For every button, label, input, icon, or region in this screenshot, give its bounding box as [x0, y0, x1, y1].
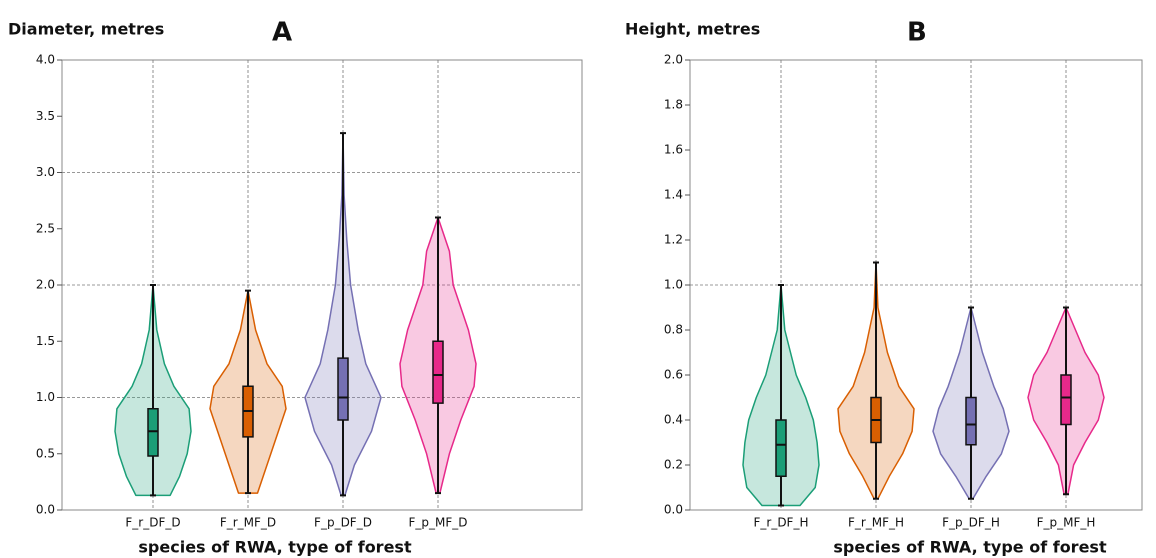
- y-tick-label: 0.4: [664, 413, 683, 427]
- box: [775, 419, 787, 477]
- x-tick-label: F_p_MF_D: [408, 516, 467, 530]
- box: [147, 408, 159, 457]
- box: [965, 396, 977, 446]
- x-tick-label: F_r_MF_H: [848, 516, 904, 530]
- y-tick-label: 1.0: [36, 390, 55, 404]
- y-tick-label: 1.0: [664, 278, 683, 292]
- y-tick-label: 0.8: [664, 323, 683, 337]
- y-tick-label: 1.4: [664, 188, 683, 202]
- y-tick-label: 0.0: [664, 503, 683, 517]
- y-tick-label: 0.5: [36, 446, 55, 460]
- y-tick-label: 0.6: [664, 368, 683, 382]
- x-tick-label: F_p_DF_H: [942, 516, 1000, 530]
- x-tick-label: F_r_DF_D: [125, 516, 180, 530]
- x-tick-label: F_p_MF_H: [1037, 516, 1096, 530]
- y-tick-label: 1.2: [664, 233, 683, 247]
- y-tick-label: 2.0: [36, 278, 55, 292]
- x-tick-label: F_r_MF_D: [220, 516, 276, 530]
- y-tick-label: 1.5: [36, 334, 55, 348]
- x-axis-label: species of RWA, type of forest: [138, 538, 412, 557]
- box: [1060, 374, 1072, 426]
- x-axis-label: species of RWA, type of forest: [833, 538, 1107, 557]
- chart-title: Height, metres: [625, 20, 760, 39]
- y-tick-label: 0.0: [36, 503, 55, 517]
- y-tick-label: 2.5: [36, 221, 55, 235]
- y-tick-label: 1.8: [664, 98, 683, 112]
- y-tick-label: 4.0: [36, 53, 55, 67]
- y-tick-label: 3.5: [36, 109, 55, 123]
- y-tick-label: 3.0: [36, 165, 55, 179]
- box: [432, 340, 444, 404]
- y-tick-label: 1.6: [664, 143, 683, 157]
- y-tick-label: 0.2: [664, 458, 683, 472]
- panel-label: B: [907, 18, 927, 48]
- panel-label: A: [272, 18, 292, 48]
- chart-title: Diameter, metres: [8, 20, 164, 39]
- box: [337, 357, 349, 421]
- x-tick-label: F_r_DF_H: [753, 516, 808, 530]
- x-tick-label: F_p_DF_D: [314, 516, 372, 530]
- y-tick-label: 2.0: [664, 53, 683, 67]
